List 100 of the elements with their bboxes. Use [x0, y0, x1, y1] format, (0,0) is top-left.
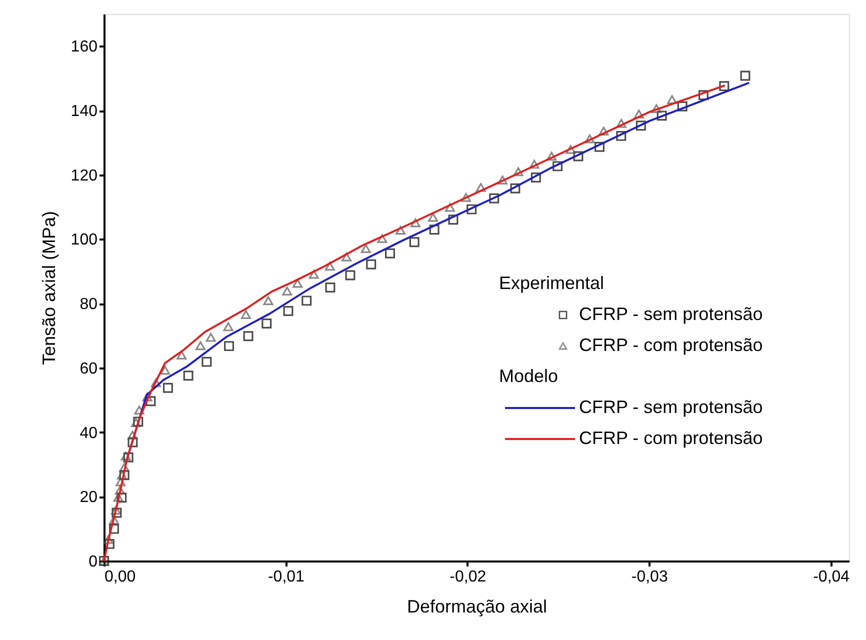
- point: [719, 81, 730, 92]
- point: [546, 152, 557, 161]
- point: [409, 237, 420, 248]
- point: [429, 224, 440, 235]
- y-axis-title: Tensão axial (MPa): [38, 210, 59, 366]
- point: [377, 234, 388, 244]
- point: [740, 70, 750, 81]
- point: [366, 259, 376, 270]
- point: [162, 382, 173, 393]
- point: [243, 331, 254, 342]
- point: [584, 134, 595, 144]
- point: [302, 296, 312, 306]
- point: [324, 262, 335, 271]
- point: [240, 310, 251, 319]
- point: [263, 296, 274, 306]
- point: [116, 492, 127, 503]
- point: [476, 183, 486, 192]
- point: [598, 126, 609, 136]
- point: [466, 204, 477, 214]
- point: [656, 110, 667, 121]
- point: [142, 392, 152, 402]
- point: [223, 322, 234, 332]
- point: [206, 332, 216, 342]
- point: [116, 477, 126, 486]
- point: [428, 212, 438, 222]
- point: [282, 286, 292, 296]
- point: [308, 270, 319, 279]
- y-tick-label: 140: [70, 103, 98, 120]
- point: [385, 248, 395, 258]
- x-tick-label: -0,03: [631, 568, 668, 586]
- point: [111, 506, 121, 515]
- point: [104, 538, 114, 549]
- point: [119, 462, 130, 472]
- y-tick-label: 100: [70, 232, 98, 249]
- point: [636, 120, 646, 131]
- point: [513, 167, 524, 176]
- legend-label: CFRP - com protensão: [579, 335, 763, 355]
- point: [133, 416, 144, 427]
- point: [498, 176, 508, 184]
- point: [134, 406, 144, 415]
- point: [112, 508, 122, 518]
- point: [123, 452, 134, 462]
- point: [552, 161, 563, 172]
- point: [460, 192, 471, 202]
- point: [616, 130, 626, 141]
- y-tick-label: 120: [70, 167, 98, 184]
- point: [130, 418, 141, 428]
- point: [160, 366, 170, 375]
- point: [667, 95, 677, 104]
- point: [345, 270, 356, 280]
- x-axis-title: Deformação axial: [406, 596, 548, 616]
- x-tick-label: 0,00: [104, 568, 136, 586]
- point: [202, 356, 212, 367]
- point: [634, 110, 644, 118]
- legend-label: CFRP - com protensão: [579, 428, 763, 448]
- annotation: Experimental: [499, 273, 604, 293]
- point: [677, 101, 688, 112]
- point: [594, 142, 604, 152]
- point: [530, 172, 541, 182]
- point: [128, 430, 138, 440]
- point: [103, 535, 114, 544]
- point: [113, 492, 124, 502]
- point: [396, 226, 406, 235]
- point: [292, 278, 302, 288]
- point: [146, 396, 156, 406]
- point: [115, 486, 125, 495]
- point: [224, 341, 234, 352]
- point: [150, 378, 161, 388]
- legend-label: CFRP - sem protensão: [579, 397, 763, 417]
- annotation: Modelo: [499, 366, 558, 386]
- point: [117, 470, 127, 480]
- point: [128, 437, 138, 448]
- y-tick-label: 20: [80, 489, 98, 506]
- x-tick-label: -0,02: [450, 568, 486, 586]
- point: [448, 214, 458, 225]
- x-tick-label: -0,01: [268, 568, 305, 586]
- y-tick-label: 60: [80, 360, 98, 378]
- point: [109, 524, 119, 534]
- x-tick-label: -0,04: [813, 568, 850, 586]
- point: [262, 318, 272, 329]
- point: [196, 341, 206, 350]
- point: [529, 160, 540, 169]
- point: [410, 218, 420, 228]
- y-tick-label: 40: [80, 424, 98, 442]
- y-tick-label: 160: [70, 38, 98, 56]
- point: [283, 306, 294, 316]
- y-tick-label: 80: [80, 296, 98, 314]
- point: [120, 452, 131, 461]
- point: [444, 202, 455, 212]
- point: [489, 193, 500, 204]
- point: [342, 252, 352, 262]
- point: [176, 350, 187, 360]
- point: [651, 104, 662, 114]
- point: [360, 244, 371, 253]
- point: [616, 118, 626, 128]
- point: [698, 90, 708, 100]
- point: [573, 151, 584, 162]
- point: [510, 183, 520, 194]
- point: [325, 282, 336, 292]
- point: [183, 370, 194, 381]
